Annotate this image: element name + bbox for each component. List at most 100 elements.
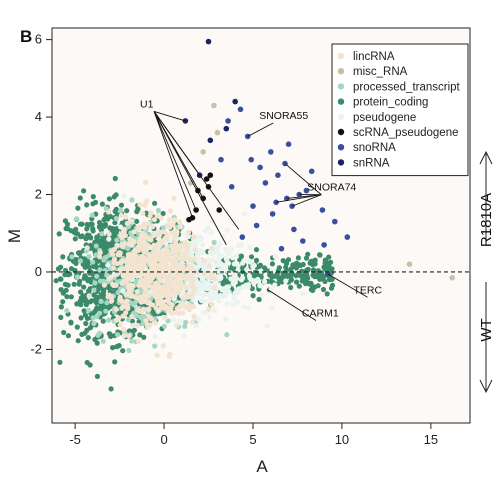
legend-label: snoRNA xyxy=(353,142,396,154)
point-protein-coding xyxy=(78,315,84,321)
point-protein-coding xyxy=(256,296,262,303)
point-protein-coding xyxy=(97,283,103,289)
point-lincrna xyxy=(121,226,127,232)
point-lincrna xyxy=(136,282,142,288)
point-protein-coding xyxy=(90,226,96,232)
legend-label: scRNA_pseudogene xyxy=(353,127,459,139)
point-processed-transcript xyxy=(97,267,103,273)
point-snorna xyxy=(228,184,235,190)
point-protein-coding xyxy=(110,345,116,351)
point-pseudogene xyxy=(235,299,241,305)
point-protein-coding xyxy=(58,264,64,270)
point-lincrna xyxy=(162,273,168,280)
point-pseudogene xyxy=(181,332,187,338)
panel-label: B xyxy=(20,27,32,46)
point-lincrna xyxy=(111,260,118,266)
point-pseudogene xyxy=(219,287,225,293)
point-protein-coding xyxy=(114,344,120,350)
point-lincrna xyxy=(190,304,196,310)
point-protein-coding xyxy=(85,278,91,284)
point-protein-coding xyxy=(88,221,94,227)
legend-swatch xyxy=(337,159,345,166)
point-processed-transcript xyxy=(106,317,112,323)
point-pseudogene xyxy=(247,244,253,251)
point-protein-coding xyxy=(74,324,80,330)
point-processed-transcript xyxy=(155,207,161,214)
point-pseudogene xyxy=(244,267,250,273)
legend-label: lincRNA xyxy=(353,51,395,63)
point-protein-coding xyxy=(68,319,74,325)
point-lincrna xyxy=(168,243,174,249)
x-tick-label: 0 xyxy=(160,432,167,447)
point-protein-coding xyxy=(77,221,84,227)
point-snorna xyxy=(248,156,254,163)
point-processed-transcript xyxy=(161,323,167,329)
point-lincrna xyxy=(159,239,165,245)
point-processed-transcript xyxy=(126,347,132,354)
point-protein-coding xyxy=(278,275,284,281)
point-protein-coding xyxy=(92,199,99,205)
annotation-leader-line xyxy=(153,111,227,246)
point-lincrna xyxy=(116,252,123,258)
point-pseudogene xyxy=(231,261,237,267)
point-pseudogene xyxy=(176,318,182,324)
point-lincrna xyxy=(124,220,130,226)
point-protein-coding xyxy=(87,325,94,331)
point-lincrna xyxy=(209,245,215,252)
point-snorna xyxy=(225,118,231,124)
point-lincrna xyxy=(169,283,175,289)
point-pseudogene xyxy=(216,298,222,304)
point-snorna xyxy=(289,203,295,209)
point-lincrna xyxy=(182,239,188,245)
point-snorna xyxy=(319,207,326,213)
point-lincrna xyxy=(146,293,152,299)
point-pseudogene xyxy=(223,262,229,268)
point-protein-coding xyxy=(120,348,126,354)
point-lincrna xyxy=(154,352,160,358)
point-lincrna xyxy=(174,322,180,328)
point-lincrna xyxy=(147,254,153,260)
point-processed-transcript xyxy=(94,314,100,320)
x-tick-label: 15 xyxy=(424,432,438,447)
point-lincrna xyxy=(131,229,137,235)
point-processed-transcript xyxy=(115,289,121,296)
point-lincrna xyxy=(141,240,147,246)
point-lincrna xyxy=(191,256,197,262)
point-lincrna xyxy=(135,322,141,329)
point-lincrna xyxy=(128,260,134,266)
point-lincrna xyxy=(166,217,172,223)
point-lincrna xyxy=(162,315,168,321)
point-processed-transcript xyxy=(113,215,119,222)
point-lincrna xyxy=(147,322,153,328)
point-protein-coding xyxy=(91,292,97,298)
point-lincrna xyxy=(212,276,218,282)
point-lincrna xyxy=(162,259,168,266)
point-lincrna xyxy=(150,224,156,230)
point-lincrna xyxy=(177,224,183,230)
point-protein-coding xyxy=(323,258,329,264)
point-snorna xyxy=(275,172,281,178)
point-snorna xyxy=(239,234,246,240)
point-protein-coding xyxy=(137,332,143,338)
point-protein-coding xyxy=(70,258,77,264)
point-protein-coding xyxy=(129,318,135,324)
point-lincrna xyxy=(145,242,151,248)
arrow-up-icon xyxy=(479,150,493,165)
point-lincrna xyxy=(166,299,172,305)
point-lincrna xyxy=(129,218,135,224)
point-pseudogene xyxy=(235,263,241,269)
point-protein-coding xyxy=(249,286,255,292)
point-snorna xyxy=(344,234,351,240)
point-lincrna xyxy=(147,213,153,219)
point-protein-coding xyxy=(328,285,335,291)
point-lincrna xyxy=(212,285,218,291)
point-lincrna xyxy=(136,338,142,344)
point-scrna-pseudogene xyxy=(186,216,192,223)
point-pseudogene xyxy=(272,253,278,259)
point-protein-coding xyxy=(288,274,294,280)
point-snrna xyxy=(207,137,214,144)
point-pseudogene xyxy=(262,279,268,285)
point-snorna xyxy=(262,180,269,186)
legend-label: processed_transcript xyxy=(353,81,461,93)
point-pseudogene xyxy=(224,227,230,233)
